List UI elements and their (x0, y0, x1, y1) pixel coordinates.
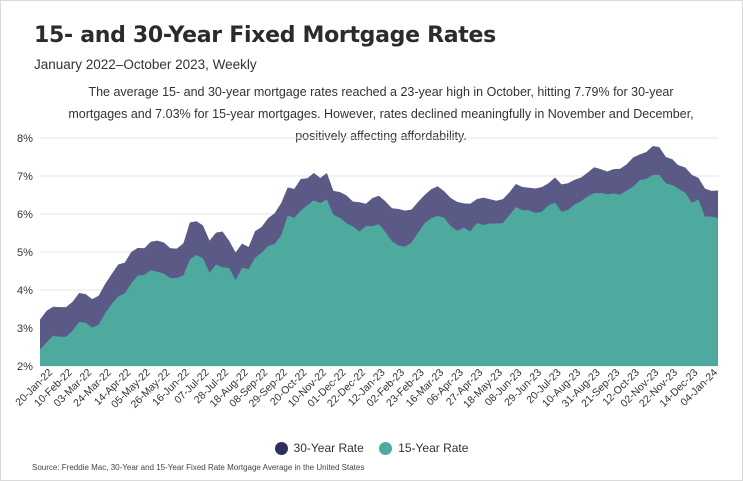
legend-swatch-30-year (274, 441, 288, 455)
y-tick-label: 4% (17, 285, 33, 297)
chart-title: 15- and 30-Year Fixed Mortgage Rates (34, 23, 496, 48)
y-tick-label: 3% (17, 323, 33, 335)
legend-label-30-year: 30-Year Rate (293, 441, 364, 455)
y-tick-label: 8% (17, 133, 33, 145)
legend-swatch-15-year (379, 441, 393, 455)
legend: 30-Year Rate 15-Year Rate (1, 441, 742, 458)
area-series (40, 145, 718, 366)
x-axis: 20-Jan-2210-Feb-2203-Mar-2224-Mar-2214-A… (13, 367, 720, 411)
legend-item-30-year: 30-Year Rate (274, 441, 364, 455)
y-tick-label: 5% (17, 247, 33, 259)
area-15-year-rate (40, 174, 718, 366)
chart-subtitle: January 2022–October 2023, Weekly (34, 57, 257, 72)
y-tick-label: 7% (17, 171, 33, 183)
source-note: Source: Freddie Mac, 30-Year and 15-Year… (32, 463, 365, 472)
y-tick-label: 6% (17, 209, 33, 221)
chart-description: The average 15- and 30-year mortgage rat… (68, 85, 694, 143)
y-axis: 2% 3% 4% 5% 6% 7% 8% (17, 133, 33, 373)
legend-label-15-year: 15-Year Rate (398, 441, 469, 455)
mortgage-rates-area-chart: 2% 3% 4% 5% 6% 7% 8% 20-Jan-2210-Feb-2203-Mar-… (13, 133, 720, 411)
legend-item-15-year: 15-Year Rate (379, 441, 468, 455)
y-tick-label: 2% (17, 361, 33, 373)
